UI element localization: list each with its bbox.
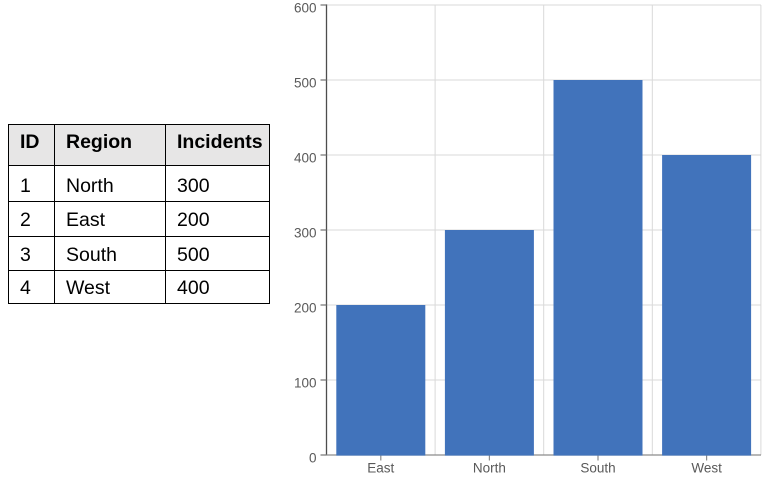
svg-text:200: 200 bbox=[294, 301, 317, 316]
svg-text:300: 300 bbox=[294, 226, 317, 241]
svg-text:West: West bbox=[691, 461, 722, 476]
svg-text:500: 500 bbox=[294, 76, 317, 91]
svg-text:0: 0 bbox=[309, 451, 317, 466]
svg-text:100: 100 bbox=[294, 376, 317, 391]
svg-text:400: 400 bbox=[294, 151, 317, 166]
svg-text:South: South bbox=[580, 461, 615, 476]
svg-text:North: North bbox=[473, 461, 506, 476]
svg-text:East: East bbox=[367, 461, 394, 476]
svg-text:600: 600 bbox=[294, 1, 317, 16]
